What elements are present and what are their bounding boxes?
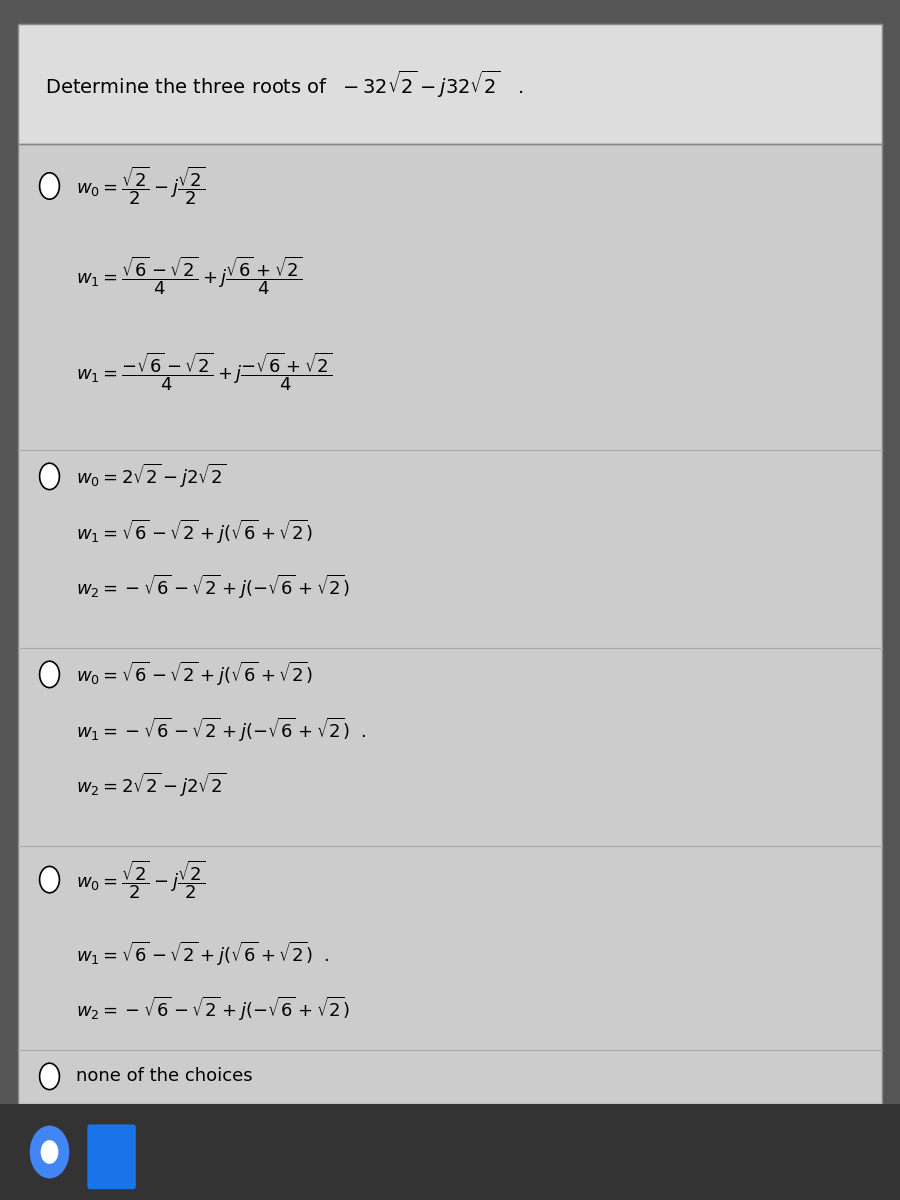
- FancyBboxPatch shape: [18, 24, 882, 1104]
- FancyBboxPatch shape: [87, 1124, 136, 1189]
- Text: $w_1 = \dfrac{\sqrt{6}-\sqrt{2}}{4} + j\dfrac{\sqrt{6}+\sqrt{2}}{4}$: $w_1 = \dfrac{\sqrt{6}-\sqrt{2}}{4} + j\…: [76, 254, 303, 298]
- Text: Determine the three roots of $\ -32\sqrt{2} - j32\sqrt{2}\ $  .: Determine the three roots of $\ -32\sqrt…: [45, 68, 524, 100]
- Text: $w_0 = 2\sqrt{2} - j2\sqrt{2}$: $w_0 = 2\sqrt{2} - j2\sqrt{2}$: [76, 462, 227, 491]
- Circle shape: [40, 1063, 59, 1090]
- Text: $w_0 = \dfrac{\sqrt{2}}{2} - j\dfrac{\sqrt{2}}{2}$: $w_0 = \dfrac{\sqrt{2}}{2} - j\dfrac{\sq…: [76, 164, 206, 208]
- Text: $w_1 = \sqrt{6} - \sqrt{2} + j(\sqrt{6} + \sqrt{2})$: $w_1 = \sqrt{6} - \sqrt{2} + j(\sqrt{6} …: [76, 517, 313, 546]
- Text: $w_2 = -\sqrt{6} - \sqrt{2} + j(-\sqrt{6} + \sqrt{2})$: $w_2 = -\sqrt{6} - \sqrt{2} + j(-\sqrt{6…: [76, 572, 350, 601]
- Circle shape: [30, 1126, 69, 1178]
- Circle shape: [40, 866, 59, 893]
- Text: $w_1 = \sqrt{6} - \sqrt{2} + j(\sqrt{6} + \sqrt{2})$  .: $w_1 = \sqrt{6} - \sqrt{2} + j(\sqrt{6} …: [76, 940, 330, 968]
- Text: $w_0 = \sqrt{6} - \sqrt{2} + j(\sqrt{6} + \sqrt{2})$: $w_0 = \sqrt{6} - \sqrt{2} + j(\sqrt{6} …: [76, 660, 313, 689]
- Text: $w_2 = 2\sqrt{2} - j2\sqrt{2}$: $w_2 = 2\sqrt{2} - j2\sqrt{2}$: [76, 770, 227, 799]
- Circle shape: [40, 661, 59, 688]
- Text: $w_2 = -\sqrt{6} - \sqrt{2} + j(-\sqrt{6} + \sqrt{2})$: $w_2 = -\sqrt{6} - \sqrt{2} + j(-\sqrt{6…: [76, 995, 350, 1024]
- Circle shape: [40, 173, 59, 199]
- Text: $w_0 = \dfrac{\sqrt{2}}{2} - j\dfrac{\sqrt{2}}{2}$: $w_0 = \dfrac{\sqrt{2}}{2} - j\dfrac{\sq…: [76, 858, 206, 901]
- Circle shape: [40, 1140, 58, 1164]
- Text: none of the choices: none of the choices: [76, 1068, 253, 1085]
- FancyBboxPatch shape: [0, 1104, 900, 1200]
- Text: $w_1 = -\sqrt{6} - \sqrt{2} + j(-\sqrt{6} + \sqrt{2})$  .: $w_1 = -\sqrt{6} - \sqrt{2} + j(-\sqrt{6…: [76, 715, 367, 744]
- FancyBboxPatch shape: [18, 24, 882, 144]
- Circle shape: [40, 463, 59, 490]
- Text: $w_1 = \dfrac{-\sqrt{6}-\sqrt{2}}{4} + j\dfrac{-\sqrt{6}+\sqrt{2}}{4}$: $w_1 = \dfrac{-\sqrt{6}-\sqrt{2}}{4} + j…: [76, 350, 333, 394]
